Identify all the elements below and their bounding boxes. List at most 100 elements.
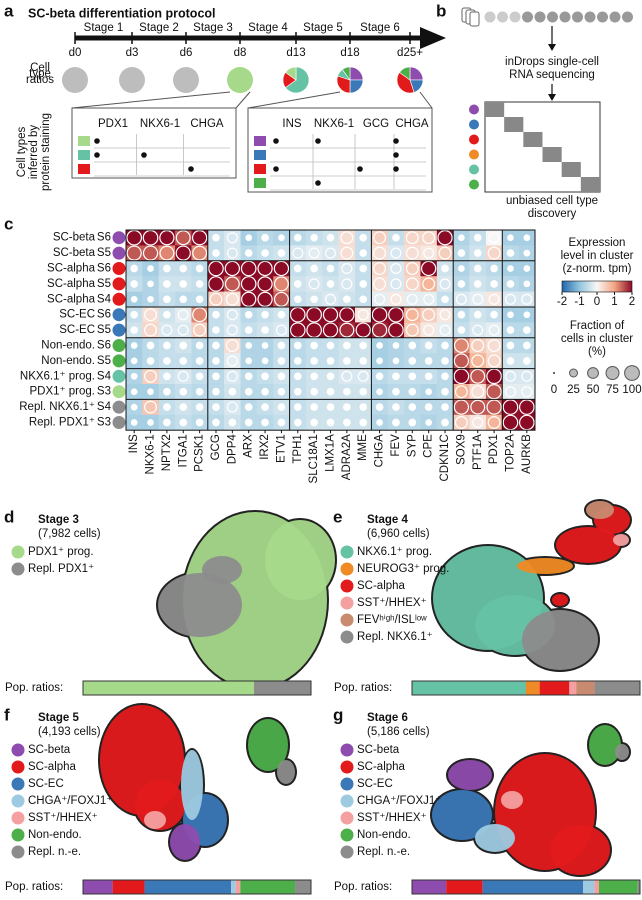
heat-cell [240, 291, 258, 308]
cluster [550, 825, 610, 875]
fraction-circle [357, 370, 369, 382]
heat-cell [289, 245, 307, 262]
heat-cell [240, 276, 258, 292]
fraction-circle [130, 310, 139, 319]
fraction-circle [472, 416, 484, 429]
heat-cell [224, 322, 241, 339]
heat-cell [289, 307, 307, 323]
ratio-segment [235, 880, 241, 894]
droplet [497, 11, 508, 23]
heat-cell [338, 276, 356, 292]
result-text: discovery [528, 208, 577, 220]
fraction-circle [359, 357, 368, 365]
fraction-circle [244, 249, 253, 257]
fraction-circle [357, 309, 369, 321]
fraction-circle [212, 403, 220, 411]
heat-cell [175, 368, 192, 385]
ratio-segment [594, 880, 599, 894]
heat-cell [273, 291, 290, 308]
row-dot [112, 323, 126, 337]
fraction-circle [261, 249, 269, 257]
marker-label: CHGA [395, 118, 429, 130]
fraction-circle [322, 307, 339, 323]
heat-cell [158, 245, 176, 262]
legend-label: SC-alpha [357, 761, 406, 773]
heat-cell [420, 322, 438, 339]
day-label: d13 [286, 47, 305, 59]
fraction-circle [359, 403, 368, 411]
legend-swatch [340, 613, 354, 627]
cluster [277, 760, 295, 784]
fraction-circle [504, 370, 516, 382]
pie-slice [285, 66, 310, 94]
cluster [265, 520, 335, 600]
pie-slice [336, 75, 351, 94]
panel-letter: c [4, 214, 13, 233]
row-stage: S3 [97, 417, 111, 429]
heat-cell [305, 307, 323, 323]
type-dot [469, 164, 479, 175]
fraction-circle [408, 357, 417, 365]
heat-cell [322, 307, 339, 323]
fraction-circle [212, 326, 220, 334]
panel-title: Stage 3 [38, 514, 79, 526]
legend-label: Repl. NKX6.1⁺ [357, 631, 433, 643]
fraction-circle [359, 280, 368, 288]
heat-cell [338, 307, 356, 323]
fraction-circle [195, 357, 204, 365]
legend-label: SC-alpha [357, 580, 406, 592]
fraction-circle [261, 310, 269, 319]
fraction-circle [179, 295, 188, 304]
legend-label: FEVʰⁱᵍʰ/ISLˡᵒʷ [357, 613, 427, 626]
fraction-circle [473, 280, 482, 288]
fraction-circle [161, 324, 173, 336]
gene-label: SLC18A1 [308, 434, 320, 483]
gene-label: DPP4 [226, 434, 238, 465]
matrix-block [542, 147, 562, 162]
ratio-segment [526, 681, 540, 695]
heat-cell [436, 230, 454, 246]
fraction-circle [406, 293, 418, 305]
legend-label: CHGA⁺/FOXJ1⁺ [28, 795, 112, 807]
fraction-circle [293, 357, 302, 365]
heat-cell [175, 307, 192, 323]
fraction-circle [486, 384, 502, 400]
fraction-circle [226, 247, 238, 259]
heat-cell [453, 353, 470, 369]
heat-cell [453, 337, 470, 354]
ratio-segment [254, 681, 311, 695]
fraction-circle [146, 357, 155, 365]
ratio-segment [412, 880, 447, 894]
legend-label: SC-beta [357, 744, 400, 756]
fraction-circle [522, 341, 531, 350]
fraction-circle [130, 280, 139, 288]
row-swatch [254, 164, 266, 174]
legend-swatch [340, 562, 354, 576]
row-stage: S6 [97, 340, 111, 352]
cluster [181, 750, 203, 820]
fraction-circle [226, 309, 238, 321]
size-key [552, 371, 556, 375]
legend-label: SC-EC [357, 778, 393, 790]
pie-slice [396, 71, 415, 94]
heat-cell [469, 322, 487, 339]
fraction-circle [144, 308, 158, 322]
heat-cell [322, 291, 339, 308]
fraction-circle [261, 357, 269, 365]
size-key [587, 367, 599, 379]
fraction-circle [392, 403, 400, 411]
heat-cell [273, 322, 290, 339]
ratio-label: Pop. ratios: [5, 881, 63, 893]
fraction-circle [472, 324, 484, 336]
heat-cell [518, 291, 536, 308]
fraction-circle [310, 233, 318, 242]
heat-cell [273, 276, 290, 292]
matrix-block [485, 102, 505, 117]
size-title: cells in cluster [561, 333, 633, 345]
row-dot [112, 246, 126, 260]
fraction-circle [293, 387, 302, 396]
gene-label: CDKN1C [439, 434, 451, 481]
ratio-segment [594, 681, 640, 695]
heat-cell [305, 322, 323, 339]
fraction-circle [130, 419, 138, 426]
